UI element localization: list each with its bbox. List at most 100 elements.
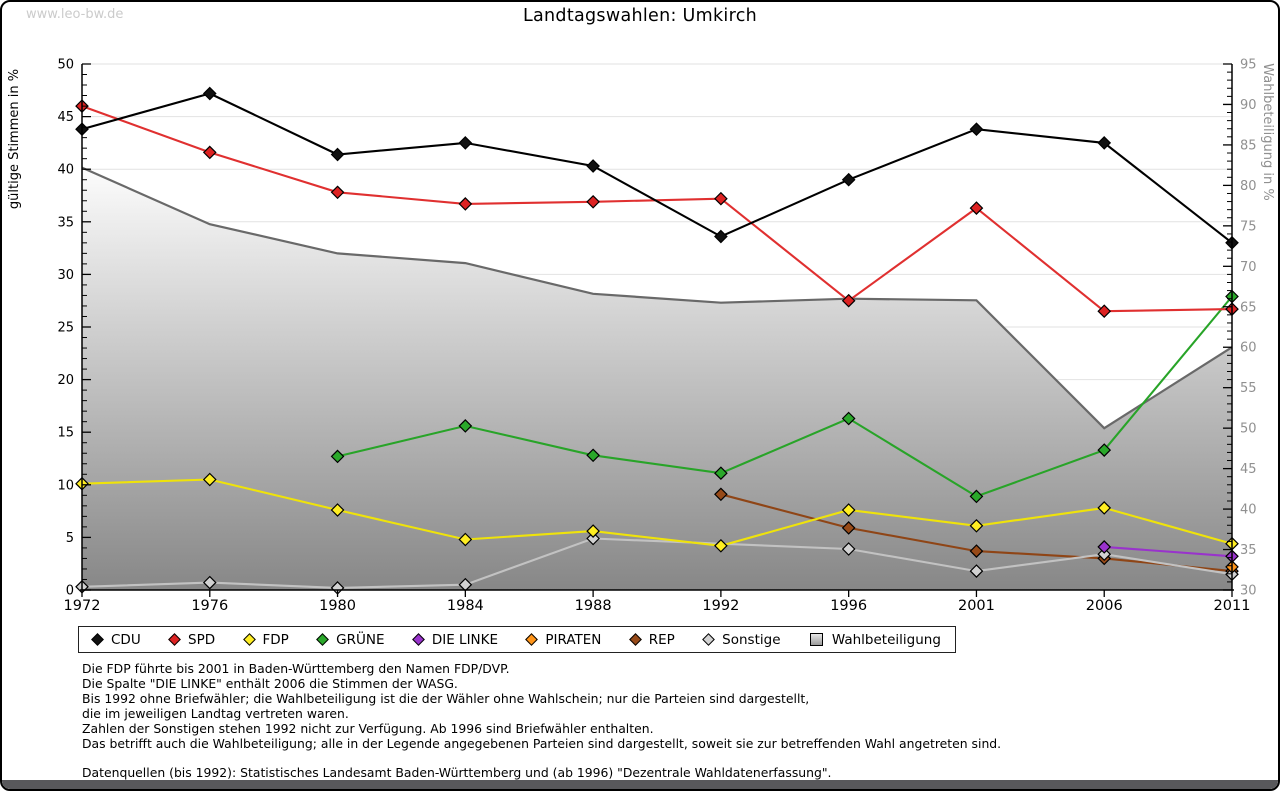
right-axis-label: Wahlbeteiligung in %	[1260, 63, 1275, 200]
legend: CDU SPD FDP GRÜNE DIE LINKE PIRATEN REP Sonstig…	[78, 626, 956, 653]
series-sonstige	[75, 531, 1239, 595]
svg-text:0: 0	[66, 584, 74, 599]
svg-text:80: 80	[1240, 179, 1257, 194]
line-GRÜNE	[337, 295, 1233, 498]
point-SPD-1976	[202, 145, 217, 160]
series-area-wahlbeteiligung	[81, 166, 1233, 590]
x-tick-2011: 2011	[1214, 598, 1251, 614]
legend-item-rep: REP	[628, 631, 675, 648]
legend-label: PIRATEN	[545, 631, 602, 648]
point-REP-1992	[714, 487, 728, 502]
footnote-line: Bis 1992 ohne Briefwähler; die Wahlbetei…	[82, 690, 810, 706]
svg-text:90: 90	[1240, 98, 1257, 113]
point-GRÜNE-2001	[969, 489, 984, 504]
point-SPD-1988	[586, 194, 600, 209]
x-tick-1976: 1976	[191, 598, 228, 614]
point-FDP-1976	[202, 472, 217, 487]
x-tick-1996: 1996	[830, 598, 867, 614]
x-tick-1992: 1992	[702, 598, 739, 614]
point-FDP-2001	[969, 518, 984, 533]
point-Sonstige-1996	[841, 542, 856, 556]
point-FDP-1992	[714, 538, 728, 553]
svg-text:30: 30	[57, 268, 74, 283]
point-CDU-1976	[202, 86, 217, 101]
diamond-marker	[316, 633, 330, 646]
svg-text:30: 30	[1240, 584, 1257, 599]
svg-text:45: 45	[1240, 462, 1257, 477]
point-Sonstige-2006	[1097, 547, 1112, 562]
square-marker	[809, 633, 823, 646]
point-CDU-1996	[841, 172, 856, 187]
legend-item-cdu: CDU	[91, 632, 141, 648]
footnote-line: Datenquellen (bis 1992): Statistisches L…	[82, 765, 832, 781]
point-Sonstige-2001	[969, 564, 984, 578]
point-Sonstige-1988	[586, 531, 600, 546]
legend-label: Sonstige	[722, 631, 781, 648]
diamond-marker	[242, 633, 256, 646]
point-FDP-2006	[1097, 501, 1112, 515]
svg-text:65: 65	[1240, 300, 1257, 315]
point-Sonstige-1976	[202, 575, 217, 590]
point-CDU-1980	[330, 147, 345, 162]
legend-item-piraten: PIRATEN	[525, 631, 602, 648]
x-tick-1988: 1988	[575, 598, 612, 614]
point-GRÜNE-1988	[586, 448, 600, 463]
legend-label: FDP	[262, 631, 289, 648]
series-cdu	[75, 86, 1239, 250]
svg-text:25: 25	[57, 321, 74, 336]
legend-item-sonstige: Sonstige	[702, 631, 781, 648]
footnote-line: Das betrifft auch die Wahlbeteiligung; a…	[82, 735, 1002, 751]
svg-text:95: 95	[1240, 58, 1257, 73]
left-axis-label: gültige Stimmen in %	[7, 69, 22, 209]
svg-text:50: 50	[1240, 422, 1257, 437]
election-line-chart: 0 5 10 15 20 25 30 35 40 45 50 30 35 40 45 50 55 60 65 70 75…	[7, 58, 1275, 615]
diamond-marker	[411, 633, 425, 646]
legend-item-fdp: FDP	[242, 631, 289, 648]
point-SPD-2001	[969, 201, 984, 215]
axes: 0 5 10 15 20 25 30 35 40 45 50 30 35 40 45 50 55 60 65 70 75…	[7, 58, 1275, 615]
point-SPD-2006	[1097, 304, 1112, 319]
svg-text:40: 40	[1240, 503, 1257, 518]
point-SPD-1992	[714, 191, 728, 206]
svg-text:70: 70	[1240, 260, 1257, 275]
legend-label: SPD	[188, 631, 216, 648]
diamond-marker	[628, 633, 642, 646]
footnotes: Die FDP führte bis 2001 in Baden-Württem…	[82, 661, 1002, 781]
legend-item-wahlbeteiligung: Wahlbeteiligung	[809, 631, 941, 648]
legend-item-spd: SPD	[168, 631, 216, 648]
diamond-marker	[168, 633, 181, 646]
svg-text:50: 50	[57, 58, 74, 73]
point-GRÜNE-1984	[458, 419, 473, 433]
svg-text:10: 10	[57, 478, 74, 493]
svg-text:75: 75	[1240, 219, 1257, 234]
svg-text:40: 40	[57, 163, 74, 178]
svg-text:55: 55	[1240, 381, 1257, 396]
site-watermark: www.leo-bw.de	[26, 7, 124, 22]
point-FDP-1988	[586, 524, 600, 538]
footnote-line: Die FDP führte bis 2001 in Baden-Württem…	[82, 661, 510, 676]
wahlbeteiligung-area	[82, 167, 1232, 590]
point-SPD-1984	[458, 197, 473, 211]
svg-text:15: 15	[57, 426, 74, 441]
legend-item-grüne: GRÜNE	[316, 631, 385, 648]
wahlbeteiligung-boundary	[81, 166, 1233, 430]
series-grüne	[330, 289, 1239, 504]
series-fdp	[75, 472, 1239, 553]
legend-label: REP	[648, 631, 675, 648]
chart-title: Landtagswahlen: Umkirch	[522, 6, 758, 26]
x-tick-2001: 2001	[958, 598, 995, 614]
point-CDU-1984	[458, 136, 473, 150]
svg-text:45: 45	[57, 110, 74, 125]
legend-label: Wahlbeteiligung	[831, 631, 941, 648]
point-FDP-1996	[841, 503, 856, 517]
point-GRÜNE-1996	[841, 411, 856, 426]
svg-text:35: 35	[57, 215, 74, 230]
svg-text:85: 85	[1240, 138, 1257, 153]
point-FDP-1984	[458, 532, 473, 547]
legend-label: GRÜNE	[336, 631, 385, 648]
svg-text:20: 20	[57, 373, 74, 388]
x-tick-2006: 2006	[1086, 598, 1123, 614]
point-SPD-1980	[330, 185, 345, 200]
diamond-marker	[91, 633, 104, 646]
